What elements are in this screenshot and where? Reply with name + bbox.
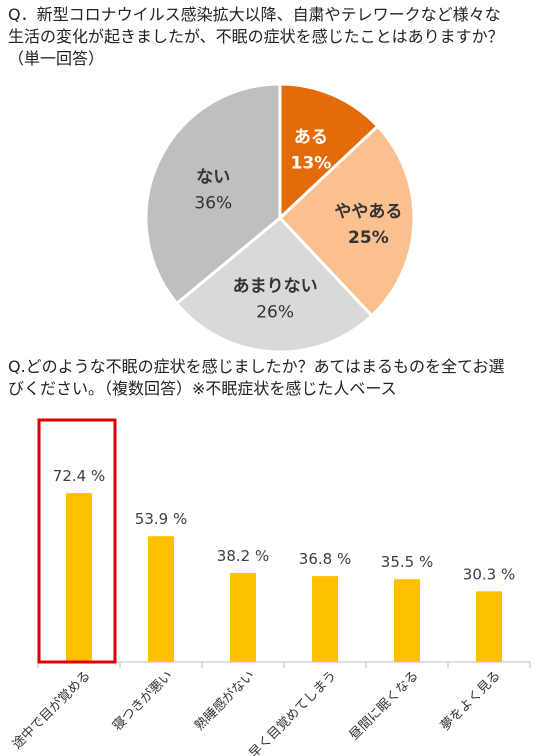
category-label-4: 昼間に眠くなる bbox=[347, 668, 422, 743]
bar-3 bbox=[312, 576, 338, 662]
pie-label-percent: 26% bbox=[256, 303, 294, 323]
pie-label-3: ない 36% bbox=[194, 168, 232, 214]
question-2-line-2: びください。（複数回答）※不眠症状を感じた人ベース bbox=[8, 379, 397, 398]
bar-value-label-3: 36.8 % bbox=[299, 550, 351, 568]
pie-slice-2 bbox=[174, 215, 374, 354]
bar-0 bbox=[66, 493, 92, 662]
bar-value-label-0: 72.4 % bbox=[53, 467, 105, 485]
pie-label-name: ややある bbox=[334, 202, 402, 222]
pie-label-0: ある 13% bbox=[291, 128, 332, 174]
bar-value-label-5: 30.3 % bbox=[463, 565, 515, 583]
bar-2 bbox=[230, 572, 256, 662]
pie-label-percent: 25% bbox=[348, 228, 389, 248]
bar-value-label-4: 35.5 % bbox=[381, 553, 433, 571]
bar-value-label-2: 38.2 % bbox=[217, 547, 269, 565]
category-label-0: 途中で目が覚める bbox=[9, 668, 94, 753]
question-2: Q.どのような不眠の症状を感じましたか？あてはまるものを全てお選 びください。（… bbox=[8, 356, 538, 400]
category-label-1: 寝つきが悪い bbox=[109, 668, 175, 734]
pie-slice-1 bbox=[277, 124, 416, 318]
bar-5 bbox=[476, 591, 502, 662]
pie-slice-0 bbox=[278, 82, 380, 222]
question-2-line-1: Q.どのような不眠の症状を感じましたか？あてはまるものを全てお選 bbox=[8, 357, 505, 376]
category-label-5: 夢をよく見る bbox=[438, 668, 504, 734]
pie-label-2: あまりない 26% bbox=[233, 277, 318, 323]
pie-label-name: ある bbox=[294, 128, 328, 148]
highlight-box bbox=[37, 418, 117, 664]
pie-slice-3 bbox=[144, 82, 282, 306]
pie-label-name: ない bbox=[196, 168, 230, 188]
question-1-line-3: （単一回答） bbox=[8, 49, 105, 68]
bar-1 bbox=[148, 536, 174, 662]
bar-chart: 72.4 % 途中で目が覚める 53.9 % 寝つきが悪い 38.2 % 熟睡感がない 36… bbox=[9, 418, 531, 756]
pie-label-1: ややある 25% bbox=[334, 202, 402, 248]
category-label-3: 早く目覚めてしまう bbox=[246, 668, 339, 756]
bar-value-label-1: 53.9 % bbox=[135, 510, 187, 528]
bar-4 bbox=[394, 579, 420, 662]
pie-label-percent: 36% bbox=[194, 194, 232, 214]
question-1-line-2: 生活の変化が起きましたが、不眠の症状を感じたことはありますか？ bbox=[8, 27, 504, 46]
category-label-2: 熟睡感がない bbox=[191, 668, 257, 734]
pie-label-name: あまりない bbox=[233, 277, 318, 297]
pie-chart: ある 13% ややある 25% あまりない 26% ない 36% bbox=[144, 82, 416, 354]
question-1: Q．新型コロナウイルス感染拡大以降、自粛やテレワークなど様々な 生活の変化が起き… bbox=[8, 4, 538, 70]
pie-label-percent: 13% bbox=[291, 154, 332, 174]
question-1-line-1: Q．新型コロナウイルス感染拡大以降、自粛やテレワークなど様々な bbox=[8, 5, 501, 24]
